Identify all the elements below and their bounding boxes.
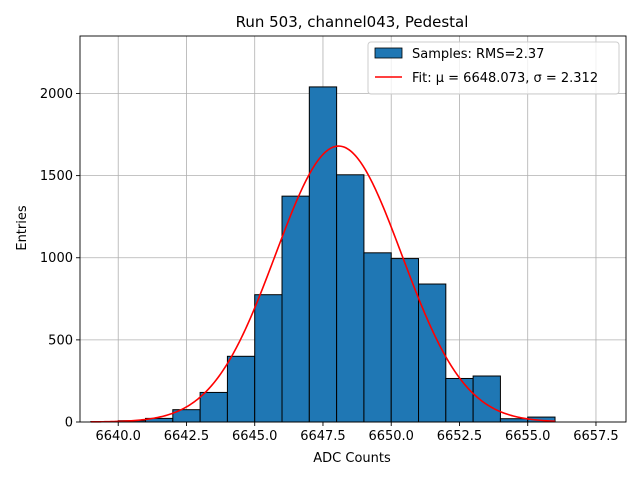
x-axis-label: ADC Counts: [313, 451, 391, 466]
histogram-bar: [418, 283, 447, 423]
x-tick-label: 6642.5: [164, 429, 210, 444]
legend-fit-label: Fit: μ = 6648.073, σ = 2.312: [412, 71, 598, 86]
y-tick-label: 0: [65, 416, 73, 431]
histogram-bar: [445, 377, 474, 423]
histogram-bar: [281, 195, 310, 423]
legend-samples-swatch: [374, 47, 403, 59]
x-tick-label: 6655.0: [505, 429, 551, 444]
histogram-bar: [199, 391, 228, 423]
histogram-bar: [226, 355, 256, 423]
x-tick-label: 6657.5: [573, 429, 619, 444]
y-tick-label: 1000: [40, 251, 73, 266]
histogram-bar: [308, 86, 338, 423]
chart-title: Run 503, channel043, Pedestal: [236, 13, 469, 31]
y-tick-label: 1500: [40, 169, 73, 184]
x-axis-ticks: 6640.0 6642.5 6645.0 6647.5 6650.0 6652.5 6655…: [95, 422, 619, 444]
x-tick-label: 6640.0: [95, 429, 141, 444]
histogram-bar: [336, 174, 365, 423]
histogram-bars: [90, 86, 556, 423]
legend-samples-label: Samples: RMS=2.37: [412, 47, 544, 62]
plot-frame: [79, 35, 627, 423]
x-tick-label: 6647.5: [300, 429, 346, 444]
y-axis-label: Entries: [15, 205, 30, 251]
histogram-bar: [472, 375, 501, 423]
histogram-bar: [390, 258, 420, 423]
y-tick-label: 2000: [40, 87, 73, 102]
legend-box: [367, 41, 620, 95]
histogram-bar: [254, 294, 283, 423]
y-tick-label: 500: [48, 333, 73, 348]
x-tick-label: 6652.5: [437, 429, 483, 444]
x-tick-label: 6645.0: [232, 429, 278, 444]
histogram-bar: [363, 252, 392, 423]
x-tick-label: 6650.0: [368, 429, 414, 444]
fit-curve: [90, 145, 556, 423]
y-axis-ticks: 0 500 1000 1500 2000: [40, 87, 80, 431]
legend: Samples: RMS=2.37 Fit: μ = 6648.073, σ =…: [367, 41, 620, 95]
histogram-bar: [499, 418, 529, 423]
